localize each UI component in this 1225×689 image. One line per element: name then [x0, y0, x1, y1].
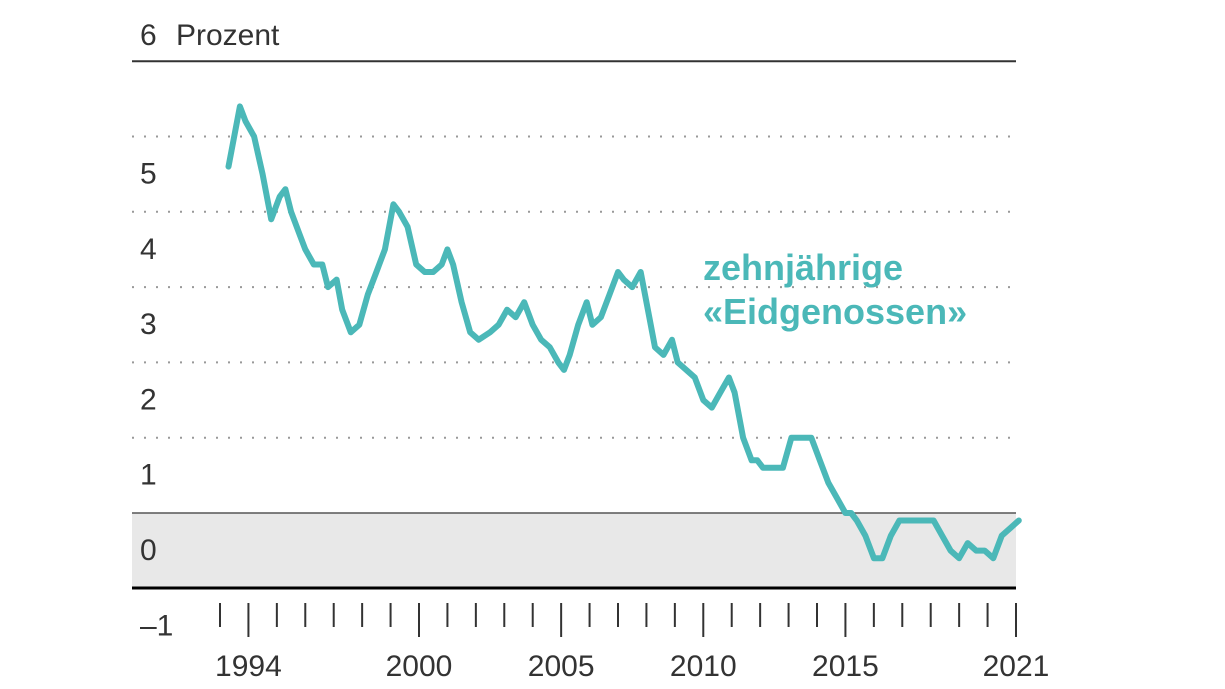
y-tick-label: 3: [140, 308, 157, 341]
series: [225, 103, 1022, 562]
y-tick-label: 6: [140, 19, 157, 52]
series-line: [225, 103, 1022, 562]
y-tick-label: 1: [140, 459, 157, 492]
y-tick-label: 2: [140, 383, 157, 416]
y-tick-label: 5: [140, 158, 157, 191]
y-tick-label: –1: [140, 609, 173, 642]
y-tick-label: 0: [140, 534, 157, 567]
series-label: «Eidgenossen»: [703, 291, 967, 332]
x-axis: 1994 2000 2005 2010 2015 2021: [215, 603, 1049, 683]
x-tick-label: 1994: [215, 650, 282, 683]
series-label: zehnjährige: [703, 247, 903, 288]
x-tick-label: 2015: [812, 650, 879, 683]
y-axis-label: Prozent: [176, 19, 280, 52]
x-tick-label: 2010: [670, 650, 737, 683]
x-tick-label: 2000: [386, 650, 453, 683]
x-tick-label: 2005: [528, 650, 595, 683]
y-axis: –1 0 1 2 3 4 5 6: [140, 19, 173, 642]
gridlines: [132, 60, 1016, 590]
x-tick-label: 2021: [983, 650, 1050, 683]
series-label-group: zehnjährige«Eidgenossen»: [703, 247, 967, 332]
y-tick-label: 4: [140, 233, 157, 266]
